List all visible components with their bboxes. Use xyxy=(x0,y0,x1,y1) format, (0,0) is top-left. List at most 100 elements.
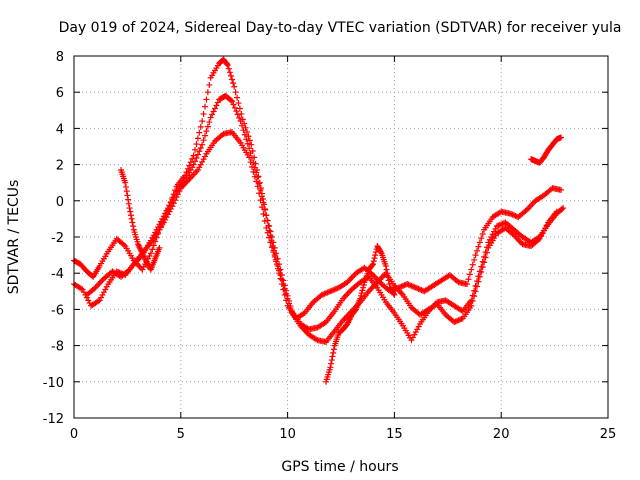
data-point xyxy=(245,133,252,140)
data-point xyxy=(98,294,105,301)
data-point xyxy=(197,145,204,152)
data-point xyxy=(238,110,245,117)
data-point xyxy=(227,97,234,104)
data-point xyxy=(357,295,364,302)
data-point xyxy=(471,256,478,263)
data-point xyxy=(543,222,550,229)
data-point xyxy=(254,183,261,190)
data-point xyxy=(149,246,156,253)
data-point xyxy=(129,219,136,226)
data-point xyxy=(472,288,479,295)
data-point xyxy=(372,252,379,259)
data-point xyxy=(390,290,397,297)
data-point xyxy=(482,249,489,256)
data-point xyxy=(173,194,180,201)
data-point xyxy=(251,164,258,171)
plot-frame xyxy=(73,55,609,419)
y-tick-label: -4 xyxy=(51,267,64,282)
data-point xyxy=(130,223,137,230)
data-point xyxy=(227,72,234,79)
data-point xyxy=(369,262,376,269)
data-point xyxy=(256,190,263,197)
data-point xyxy=(184,165,191,172)
data-point xyxy=(170,200,177,207)
y-tick-label: 0 xyxy=(56,195,64,210)
data-point xyxy=(103,283,110,290)
data-point xyxy=(237,118,244,125)
data-point xyxy=(192,146,199,153)
data-point xyxy=(127,212,134,219)
data-point xyxy=(240,127,247,134)
data-point xyxy=(482,254,489,261)
data-point xyxy=(478,268,485,275)
x-tick-label: 20 xyxy=(493,427,510,442)
data-point xyxy=(360,281,367,288)
y-tick-label: 4 xyxy=(56,122,64,137)
data-point xyxy=(475,273,482,280)
series-satellite-track-a xyxy=(71,56,565,322)
data-point xyxy=(261,218,268,225)
data-point xyxy=(248,141,255,148)
data-point xyxy=(385,277,392,284)
data-point xyxy=(243,136,250,143)
data-point xyxy=(241,131,248,138)
data-point xyxy=(330,346,337,353)
data-point xyxy=(206,81,213,88)
data-point xyxy=(476,239,483,246)
data-point xyxy=(359,287,366,294)
data-point xyxy=(382,262,389,269)
data-point xyxy=(479,230,486,237)
data-point xyxy=(209,111,216,118)
data-point xyxy=(254,174,261,181)
data-point xyxy=(231,83,238,90)
data-point xyxy=(196,164,203,171)
data-point xyxy=(466,271,473,278)
data-point xyxy=(202,153,209,160)
data-point xyxy=(267,228,274,235)
data-point xyxy=(472,252,479,259)
y-tick-label: -10 xyxy=(43,376,64,391)
data-point xyxy=(274,262,281,269)
data-point xyxy=(200,156,207,163)
data-point xyxy=(196,148,203,155)
data-point xyxy=(267,239,274,246)
data-point xyxy=(360,284,367,291)
data-point xyxy=(271,253,278,260)
data-point xyxy=(211,105,218,112)
data-point xyxy=(172,197,179,204)
data-point xyxy=(414,326,421,333)
data-point xyxy=(278,276,285,283)
data-point xyxy=(176,188,183,195)
data-point xyxy=(257,197,264,204)
data-point xyxy=(202,103,209,110)
data-point xyxy=(280,286,287,293)
data-point xyxy=(224,62,231,69)
data-point xyxy=(370,261,377,268)
chart-title: Day 019 of 2024, Sidereal Day-to-day VTE… xyxy=(59,20,622,36)
data-point xyxy=(256,179,263,186)
data-point xyxy=(251,173,258,180)
data-point xyxy=(125,196,132,203)
data-point xyxy=(471,287,478,294)
data-point xyxy=(558,134,565,141)
data-point xyxy=(206,119,213,126)
data-point xyxy=(469,292,476,299)
data-point xyxy=(468,266,475,273)
x-axis-label: GPS time / hours xyxy=(281,459,398,475)
data-point xyxy=(229,76,236,83)
data-point xyxy=(236,114,243,121)
data-point xyxy=(411,331,418,338)
data-point xyxy=(391,291,398,298)
data-point xyxy=(85,297,92,304)
data-point xyxy=(286,300,293,307)
data-point xyxy=(203,128,210,135)
data-point xyxy=(268,234,275,240)
data-point xyxy=(473,283,480,290)
data-point xyxy=(280,281,287,288)
data-point xyxy=(370,258,377,265)
data-point xyxy=(250,159,257,166)
data-point xyxy=(225,65,232,72)
data-point xyxy=(199,158,206,165)
data-point xyxy=(246,137,253,144)
